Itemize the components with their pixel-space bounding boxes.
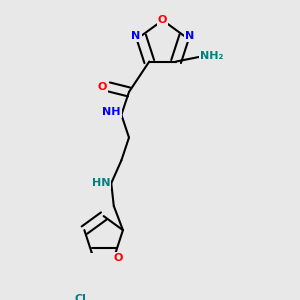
- Text: NH: NH: [102, 107, 121, 117]
- Text: N: N: [185, 31, 194, 41]
- Text: O: O: [98, 82, 107, 92]
- Text: NH₂: NH₂: [200, 52, 223, 61]
- Text: Cl: Cl: [74, 294, 86, 300]
- Text: O: O: [113, 253, 123, 263]
- Text: HN: HN: [92, 178, 110, 188]
- Text: N: N: [131, 31, 140, 41]
- Text: O: O: [158, 15, 167, 25]
